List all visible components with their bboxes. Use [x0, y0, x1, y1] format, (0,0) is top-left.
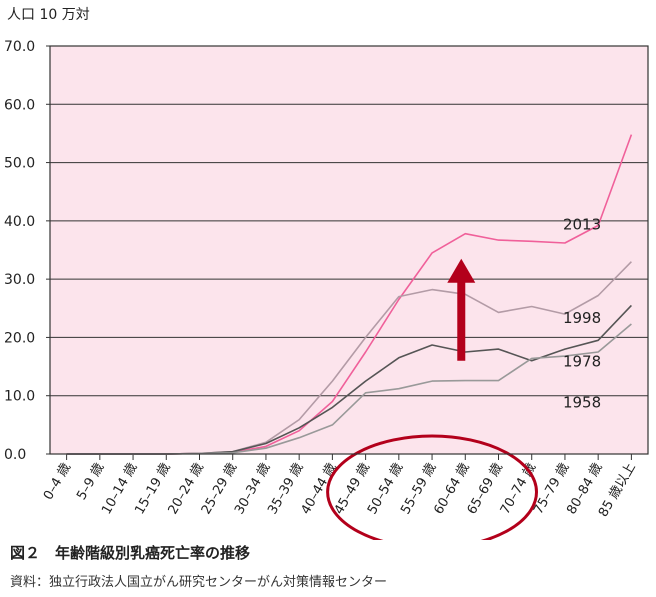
series-label-1998: 1998 — [563, 309, 601, 327]
y-tick-label: 10.0 — [4, 389, 35, 405]
y-axis-unit-label: 人口 10 万対 — [7, 7, 90, 23]
y-tick-label: 0.0 — [4, 447, 26, 463]
plot-background — [50, 46, 648, 454]
annotation-ellipse — [326, 434, 538, 540]
gridlines — [50, 103, 648, 397]
figure-caption-title: 図２ 年齢階級別乳癌死亡率の推移 — [10, 544, 251, 562]
y-tick-label: 20.0 — [4, 330, 35, 346]
x-tick-label: 5–9 歳 — [74, 461, 107, 503]
annotation-arrow-head — [447, 258, 476, 283]
chart: 0.0 10.0 20.0 30.0 40.0 50.0 60.0 70.0 0–4 歳 5–9… — [4, 39, 649, 540]
figure-caption-source: 資料：独立行政法人国立がん研究センターがん対策情報センター — [10, 575, 388, 590]
y-tick-label: 40.0 — [4, 214, 35, 230]
y-tick-label: 50.0 — [4, 156, 35, 172]
series-labels: 2013 1998 1978 1958 — [563, 216, 601, 412]
y-tick-label: 30.0 — [4, 272, 35, 288]
series-label-2013: 2013 — [563, 216, 601, 234]
y-tick-label: 60.0 — [4, 97, 35, 113]
x-tick-label: 0–4 歳 — [41, 461, 74, 503]
annotations — [326, 258, 538, 540]
series-label-1978: 1978 — [563, 353, 601, 371]
y-tick-label: 70.0 — [4, 39, 35, 55]
plot-frame — [49, 45, 649, 455]
series-label-1958: 1958 — [563, 393, 601, 411]
y-axis-ticks: 0.0 10.0 20.0 30.0 40.0 50.0 60.0 70.0 — [4, 39, 50, 463]
